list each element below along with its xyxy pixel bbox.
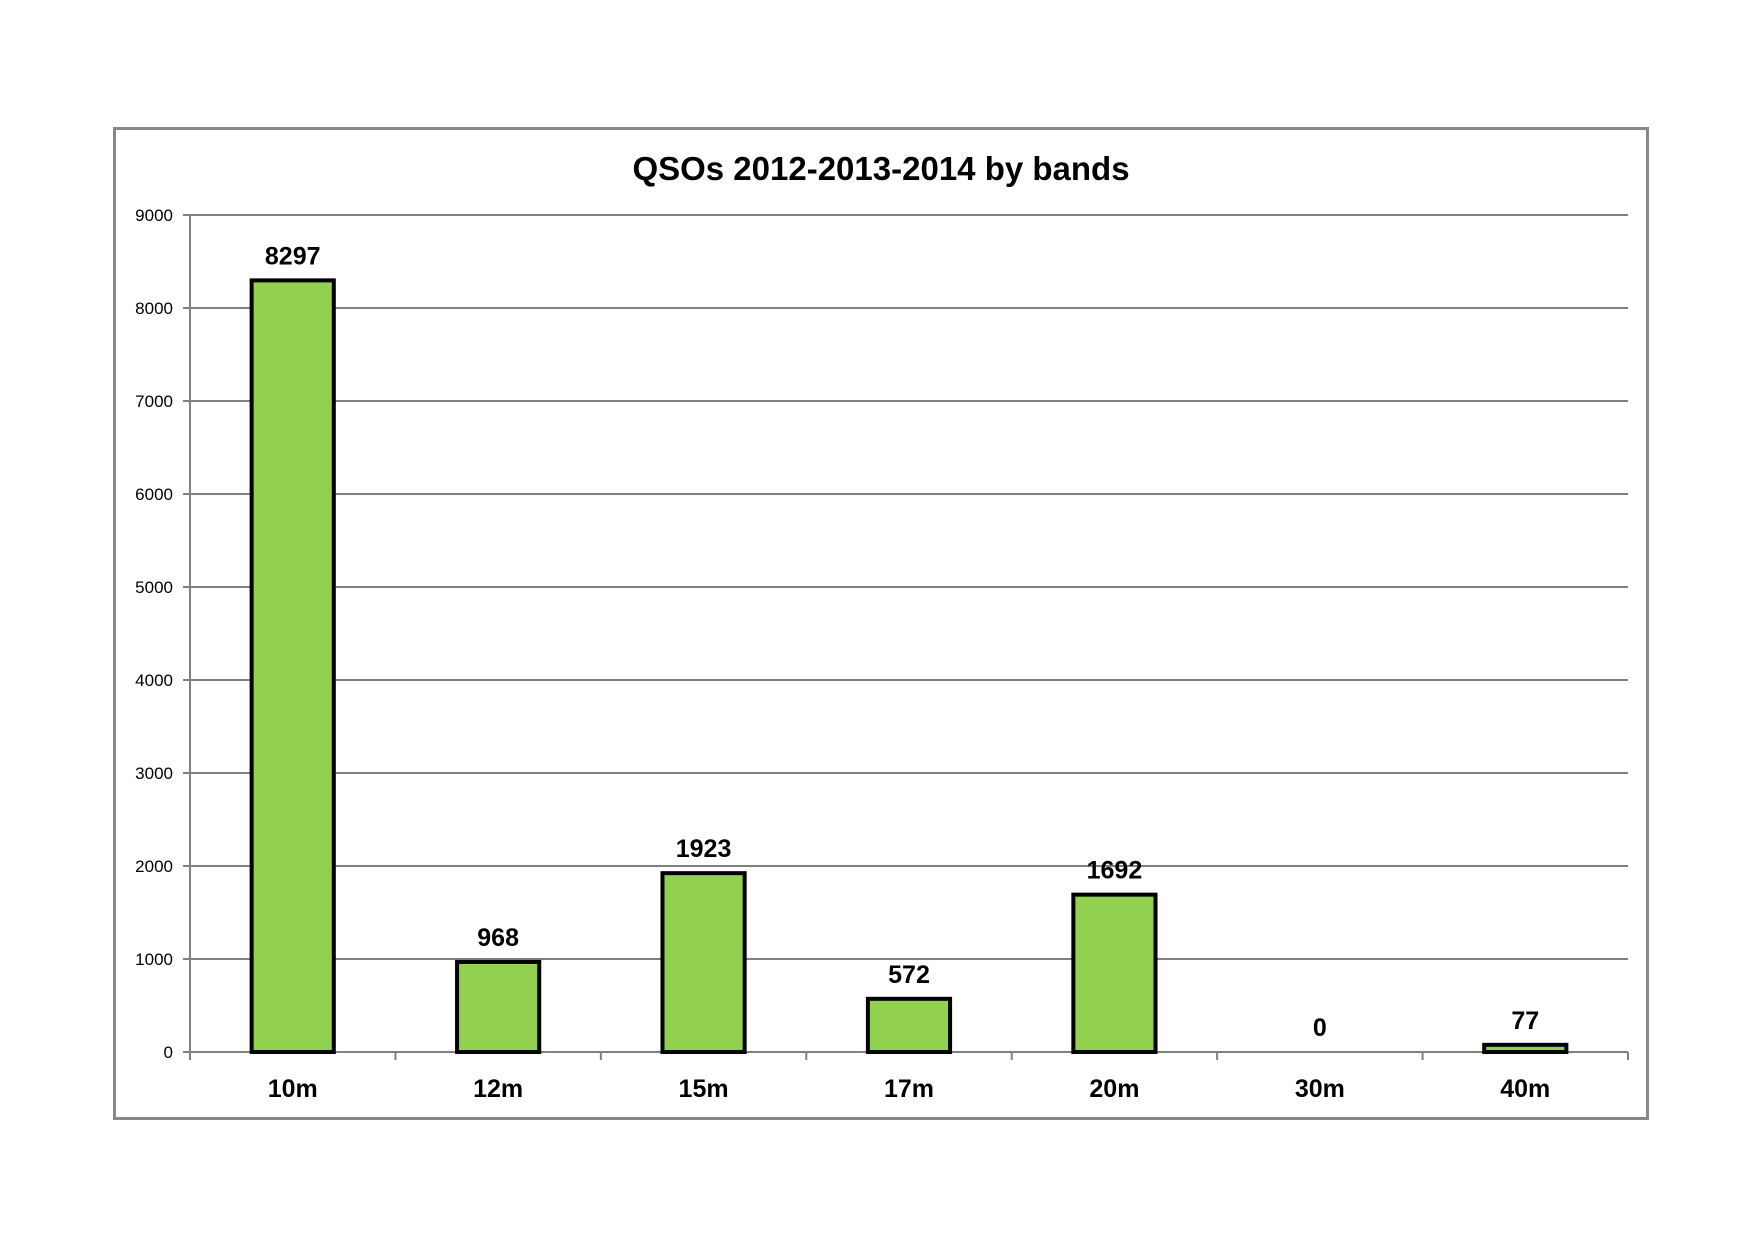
x-tick-label-10m: 10m xyxy=(268,1075,318,1103)
x-tick-label-12m: 12m xyxy=(473,1075,523,1103)
x-tick-label-40m: 40m xyxy=(1500,1075,1550,1103)
y-tick-label: 0 xyxy=(164,1043,173,1062)
x-tick-label-15m: 15m xyxy=(679,1075,729,1103)
x-tick-label-30m: 30m xyxy=(1295,1075,1345,1103)
x-tick-label-17m: 17m xyxy=(884,1075,934,1103)
axes xyxy=(183,214,1629,1060)
y-tick-label: 4000 xyxy=(135,671,173,690)
data-label-17m: 572 xyxy=(888,961,930,989)
y-tick-label: 9000 xyxy=(135,206,173,225)
bar-10m xyxy=(249,278,336,1054)
y-tick-label: 2000 xyxy=(135,857,173,876)
data-label-40m: 77 xyxy=(1511,1007,1539,1035)
bar-20m xyxy=(1071,892,1158,1054)
bar-40m xyxy=(1482,1042,1569,1054)
data-label-30m: 0 xyxy=(1313,1014,1327,1042)
bar-17m xyxy=(865,996,953,1055)
chart-title: QSOs 2012-2013-2014 by bands xyxy=(632,150,1129,187)
y-tick-label: 8000 xyxy=(135,299,173,318)
y-tick-label: 3000 xyxy=(135,764,173,783)
data-label-20m: 1692 xyxy=(1087,857,1143,885)
y-tick-label: 5000 xyxy=(135,578,173,597)
labels: 0 1000 2000 3000 4000 5000 6000 7000 8000 9000 829… xyxy=(135,206,1550,1103)
bar-chart: QSOs 2012-2013-2014 by bands 0 1000 2000 30… xyxy=(135,150,1629,1103)
y-tick-label: 6000 xyxy=(135,485,173,504)
x-tick-label-20m: 20m xyxy=(1089,1075,1139,1103)
bar-12m xyxy=(455,959,542,1055)
y-tick-label: 7000 xyxy=(135,392,173,411)
y-tick-label: 1000 xyxy=(135,950,173,969)
chart-frame: QSOs 2012-2013-2014 by bands 0 1000 2000 30… xyxy=(113,127,1649,1120)
data-label-10m: 8297 xyxy=(265,242,321,270)
data-label-12m: 968 xyxy=(477,924,519,952)
bars xyxy=(249,278,1569,1055)
bar-15m xyxy=(660,871,747,1055)
gridlines xyxy=(190,214,1628,960)
data-label-15m: 1923 xyxy=(676,835,732,863)
